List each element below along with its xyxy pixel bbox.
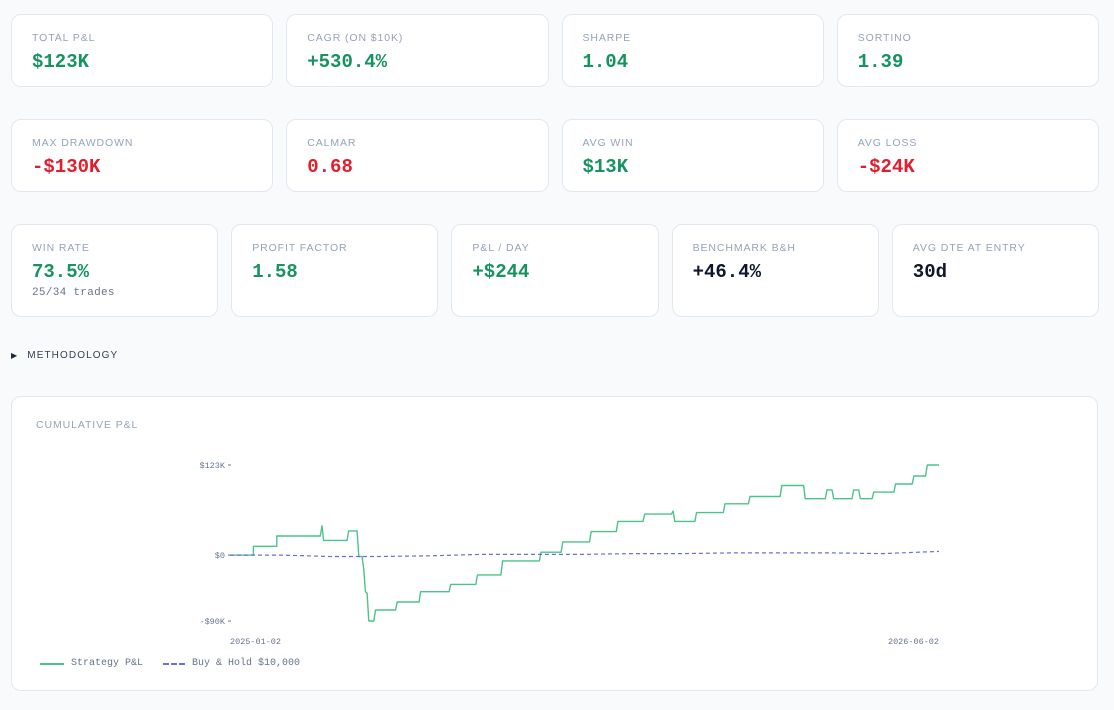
legend-swatch-strategy	[40, 662, 64, 665]
metrics-row-1: TOTAL P&L $123K CAGR (ON $10K) +530.4% S…	[11, 14, 1099, 87]
legend-swatch-benchmark	[163, 662, 186, 665]
chart-title: CUMULATIVE P&L	[36, 419, 139, 431]
metric-value: 30d	[912, 261, 948, 283]
metric-card-sharpe: SHARPE 1.04	[561, 14, 824, 87]
legend-label-benchmark: Buy & Hold $10,000	[192, 658, 301, 669]
x-tick-label: 2025-01-02	[230, 637, 281, 647]
cumulative-pnl-chart-card: CUMULATIVE P&L $123K $0 -$90K 2025-01-02 202…	[11, 396, 1098, 691]
metric-label: AVG DTE AT ENTRY	[912, 242, 1026, 254]
metric-card-cagr: CAGR (ON $10K) +530.4%	[286, 14, 549, 87]
chart-legend: Strategy P&L Buy & Hold $10,000	[40, 658, 300, 669]
metric-card-avg-dte: AVG DTE AT ENTRY 30d	[891, 224, 1099, 317]
metric-value: -$130K	[32, 156, 101, 178]
metric-value: 1.58	[252, 261, 298, 283]
cumulative-pnl-chart: $123K $0 -$90K 2025-01-02 2026-06-02	[199, 461, 940, 647]
metric-value: $123K	[32, 51, 90, 73]
metric-value: +46.4%	[692, 261, 762, 283]
metric-value: 73.5%	[32, 261, 90, 283]
x-tick-label: 2026-06-02	[888, 637, 939, 647]
metric-card-avg-loss: AVG LOSS -$24K	[836, 119, 1099, 192]
y-tick-label: $0	[215, 551, 225, 561]
metric-value: +$244	[472, 261, 530, 283]
metric-label: AVG WIN	[582, 137, 634, 149]
metric-label: SHARPE	[582, 32, 632, 44]
y-tick-label: -$90K	[199, 617, 225, 627]
metric-card-profit-factor: PROFIT FACTOR 1.58	[231, 224, 439, 317]
y-tick-label: $123K	[199, 461, 225, 471]
methodology-label: METHODOLOGY	[27, 350, 119, 361]
metric-card-max-drawdown: MAX DRAWDOWN -$130K	[11, 119, 274, 192]
metric-card-benchmark: BENCHMARK B&H +46.4%	[671, 224, 879, 317]
metric-card-calmar: CALMAR 0.68	[286, 119, 549, 192]
metric-label: CALMAR	[307, 137, 357, 149]
metric-label: SORTINO	[857, 32, 912, 44]
metric-label: WIN RATE	[32, 242, 90, 254]
metric-label: MAX DRAWDOWN	[32, 137, 134, 149]
metric-value: 1.39	[857, 51, 904, 73]
metric-value: +530.4%	[307, 51, 388, 73]
metric-card-sortino: SORTINO 1.39	[836, 14, 1099, 87]
metric-value: 1.04	[582, 51, 629, 73]
metric-label: CAGR (ON $10K)	[307, 32, 404, 44]
metric-card-pnl-per-day: P&L / DAY +$244	[451, 224, 659, 317]
strategy-pnl-line	[230, 464, 939, 622]
legend-item-strategy[interactable]: Strategy P&L	[40, 658, 143, 669]
metric-card-avg-win: AVG WIN $13K	[561, 119, 824, 192]
caret-right-icon: ▶	[11, 351, 19, 360]
metric-subtext: 25/34 trades	[32, 287, 115, 299]
buy-and-hold-line	[230, 550, 940, 558]
metric-label: TOTAL P&L	[32, 32, 96, 44]
metric-label: PROFIT FACTOR	[252, 242, 348, 254]
metric-value: -$24K	[857, 156, 915, 178]
legend-item-benchmark[interactable]: Buy & Hold $10,000	[163, 658, 300, 669]
metric-value: $13K	[582, 156, 629, 178]
metric-value: 0.68	[307, 156, 353, 178]
legend-label-strategy: Strategy P&L	[71, 658, 144, 669]
metric-card-total-pnl: TOTAL P&L $123K	[11, 14, 274, 87]
methodology-toggle[interactable]: ▶ METHODOLOGY	[11, 350, 118, 361]
metrics-row-2: MAX DRAWDOWN -$130K CALMAR 0.68 AVG WIN …	[11, 119, 1099, 192]
metric-label: BENCHMARK B&H	[692, 242, 796, 254]
metric-label: P&L / DAY	[472, 242, 530, 254]
metric-card-win-rate: WIN RATE 73.5% 25/34 trades	[11, 224, 219, 317]
metrics-row-3: WIN RATE 73.5% 25/34 trades PROFIT FACTO…	[11, 224, 1099, 317]
metric-label: AVG LOSS	[857, 137, 918, 149]
